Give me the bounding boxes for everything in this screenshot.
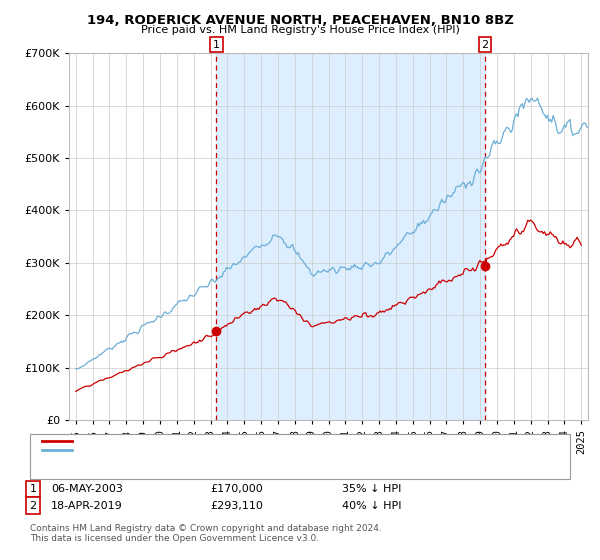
Text: 2: 2 xyxy=(481,40,488,49)
Text: 1: 1 xyxy=(29,484,37,494)
Text: 40% ↓ HPI: 40% ↓ HPI xyxy=(342,501,401,511)
Text: £170,000: £170,000 xyxy=(210,484,263,494)
Text: 2: 2 xyxy=(29,501,37,511)
Text: 1: 1 xyxy=(213,40,220,49)
Text: 194, RODERICK AVENUE NORTH, PEACEHAVEN, BN10 8BZ (detached house): 194, RODERICK AVENUE NORTH, PEACEHAVEN, … xyxy=(78,436,473,446)
Text: 194, RODERICK AVENUE NORTH, PEACEHAVEN, BN10 8BZ: 194, RODERICK AVENUE NORTH, PEACEHAVEN, … xyxy=(86,14,514,27)
Text: 06-MAY-2003: 06-MAY-2003 xyxy=(51,484,123,494)
Bar xyxy=(217,53,485,420)
Text: Contains HM Land Registry data © Crown copyright and database right 2024.
This d: Contains HM Land Registry data © Crown c… xyxy=(30,524,382,543)
Text: £293,110: £293,110 xyxy=(210,501,263,511)
Text: Price paid vs. HM Land Registry's House Price Index (HPI): Price paid vs. HM Land Registry's House … xyxy=(140,25,460,35)
Text: HPI: Average price, detached house, Lewes: HPI: Average price, detached house, Lewe… xyxy=(78,445,303,455)
Text: 18-APR-2019: 18-APR-2019 xyxy=(51,501,123,511)
Text: 35% ↓ HPI: 35% ↓ HPI xyxy=(342,484,401,494)
